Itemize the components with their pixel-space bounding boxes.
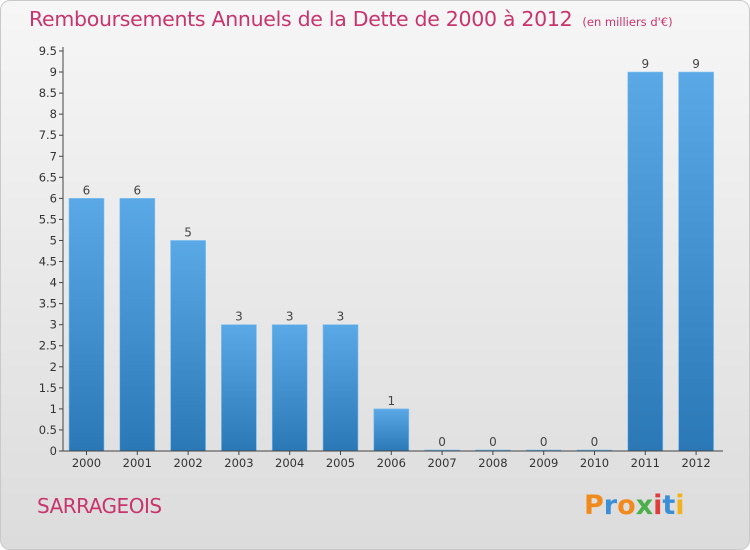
data-label-2010: 0 — [591, 435, 599, 449]
chart-title-text: Remboursements Annuels de la Dette de 20… — [29, 7, 573, 31]
bars-layer: 6 6 5 3 3 3 1 0 0 0 0 9 9 — [68, 57, 714, 452]
brand-letter: t — [662, 490, 676, 521]
data-label-2011: 9 — [641, 57, 649, 71]
brand-letter: o — [617, 490, 636, 521]
y-tick-label: 3 — [50, 318, 57, 332]
x-tick-label: 2000 — [72, 456, 101, 470]
x-tick-label: 2002 — [173, 456, 202, 470]
x-tick-label: 2001 — [123, 456, 152, 470]
y-tick-label: 0.5 — [39, 423, 57, 437]
data-label-2002: 5 — [184, 225, 192, 239]
y-tick-label: 6 — [50, 191, 57, 205]
brand-logo: Proxiti — [584, 490, 685, 521]
y-tick-label: 2 — [50, 360, 57, 374]
data-label-2006: 1 — [387, 394, 395, 408]
y-tick-label: 4.5 — [39, 255, 57, 269]
bar-2003 — [221, 324, 257, 452]
data-label-2005: 3 — [337, 310, 345, 324]
bar-2006 — [373, 408, 410, 452]
bar-2004 — [271, 324, 308, 452]
brand-letter: i — [675, 490, 685, 521]
y-tick-label: 7.5 — [39, 128, 57, 142]
brand-letter: P — [584, 490, 604, 521]
bar-2005 — [322, 324, 359, 452]
x-tick-label: 2003 — [224, 456, 253, 470]
x-tick-label: 2008 — [478, 456, 507, 470]
y-tick-label: 9.5 — [39, 44, 57, 58]
brand-letter: i — [653, 490, 663, 521]
x-tick-label: 2010 — [580, 456, 609, 470]
y-tick-label: 9 — [50, 65, 57, 79]
y-tick-label: 5.5 — [39, 212, 57, 226]
chart-unit: (en milliers d'€) — [582, 15, 673, 29]
y-tick-label: 3.5 — [39, 297, 57, 311]
y-tick-label: 8 — [50, 107, 57, 121]
y-tick-label: 8.5 — [39, 86, 57, 100]
data-label-2007: 0 — [438, 435, 446, 449]
commune-name: SARRAGEOIS — [37, 494, 162, 518]
bar-2002 — [170, 240, 206, 452]
brand-letter: r — [603, 490, 618, 521]
data-label-2004: 3 — [286, 310, 294, 324]
data-label-2001: 6 — [133, 183, 141, 197]
y-tick-label: 1.5 — [39, 381, 57, 395]
x-tick-label: 2005 — [326, 456, 355, 470]
bar-2001 — [119, 198, 156, 452]
data-label-2009: 0 — [540, 435, 548, 449]
y-tick-label: 0 — [50, 444, 57, 458]
data-label-2003: 3 — [235, 310, 243, 324]
chart-title: Remboursements Annuels de la Dette de 20… — [29, 7, 673, 31]
x-tick-label: 2006 — [377, 456, 406, 470]
axis-layer: 0 0.5 1 1.5 2 2.5 3 3.5 4 4.5 5 5.5 6 6.5 7 7.5 8 8.5 9 9.5… — [39, 44, 723, 470]
bar-2012 — [678, 71, 714, 452]
x-tick-label: 2007 — [427, 456, 456, 470]
bar-2011 — [627, 71, 664, 452]
y-tick-label: 6.5 — [39, 170, 57, 184]
y-tick-label: 5 — [50, 233, 57, 247]
y-tick-label: 1 — [50, 402, 57, 416]
data-label-2012: 9 — [692, 57, 700, 71]
data-label-2000: 6 — [83, 183, 91, 197]
bar-2000 — [68, 198, 105, 452]
y-tick-label: 4 — [50, 276, 57, 290]
y-tick-label: 2.5 — [39, 339, 57, 353]
x-tick-label: 2009 — [529, 456, 558, 470]
x-tick-label: 2004 — [275, 456, 304, 470]
x-tick-label: 2011 — [631, 456, 660, 470]
y-tick-label: 7 — [50, 149, 57, 163]
brand-letter: x — [635, 490, 654, 521]
data-label-2008: 0 — [489, 435, 497, 449]
x-tick-label: 2012 — [681, 456, 710, 470]
